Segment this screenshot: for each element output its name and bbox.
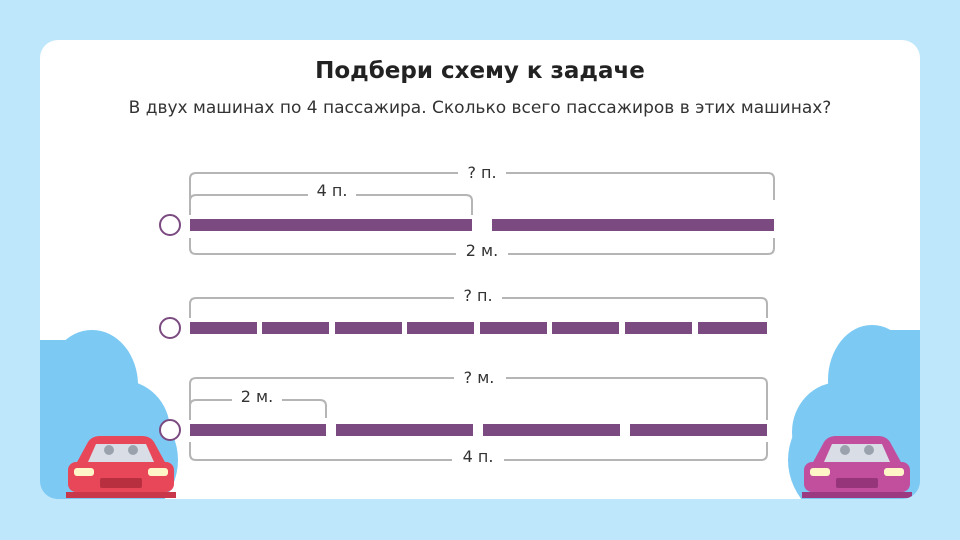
option-2-segment-6	[552, 322, 619, 334]
scheme-option-2[interactable]: ? п.	[159, 286, 768, 339]
option-3-segment-1	[190, 424, 326, 436]
task-question: В двух машинах по 4 пассажира. Сколько в…	[128, 98, 832, 118]
option-1-top-label: ? п.	[467, 163, 496, 182]
option-2-segment-4	[407, 322, 474, 334]
option-1-segment-1	[190, 219, 472, 231]
red-car-icon	[66, 436, 176, 498]
option-1-bottom-label: 2 м.	[466, 241, 498, 260]
option-2-radio[interactable]	[159, 317, 181, 339]
schemes-area: ? п. 4 п. 2 м. ? п.	[40, 162, 920, 499]
pink-car-icon	[802, 436, 912, 498]
task-card: Подбери схему к задаче В двух машинах по…	[40, 40, 920, 499]
option-3-bottom-label: 4 п.	[463, 447, 494, 466]
option-2-top-label: ? п.	[463, 286, 492, 305]
option-1-radio[interactable]	[159, 214, 181, 236]
option-2-segment-8	[698, 322, 767, 334]
option-1-segment-2	[492, 219, 774, 231]
option-2-segment-2	[262, 322, 329, 334]
option-3-segment-2	[336, 424, 473, 436]
scheme-option-3[interactable]: ? м. 2 м. 4 п.	[159, 366, 768, 468]
option-3-part-label: 2 м.	[241, 387, 273, 406]
option-3-radio[interactable]	[159, 419, 181, 441]
scheme-option-1[interactable]: ? п. 4 п. 2 м.	[159, 162, 775, 262]
option-1-part-label: 4 п.	[317, 181, 348, 200]
option-3-segment-4	[630, 424, 767, 436]
option-3-top-label: ? м.	[464, 368, 495, 387]
option-2-segment-1	[190, 322, 257, 334]
option-2-segment-3	[335, 322, 402, 334]
option-2-segment-7	[625, 322, 692, 334]
option-3-segment-3	[483, 424, 620, 436]
page-title: Подбери схему к задаче	[315, 58, 645, 84]
option-2-segment-5	[480, 322, 547, 334]
